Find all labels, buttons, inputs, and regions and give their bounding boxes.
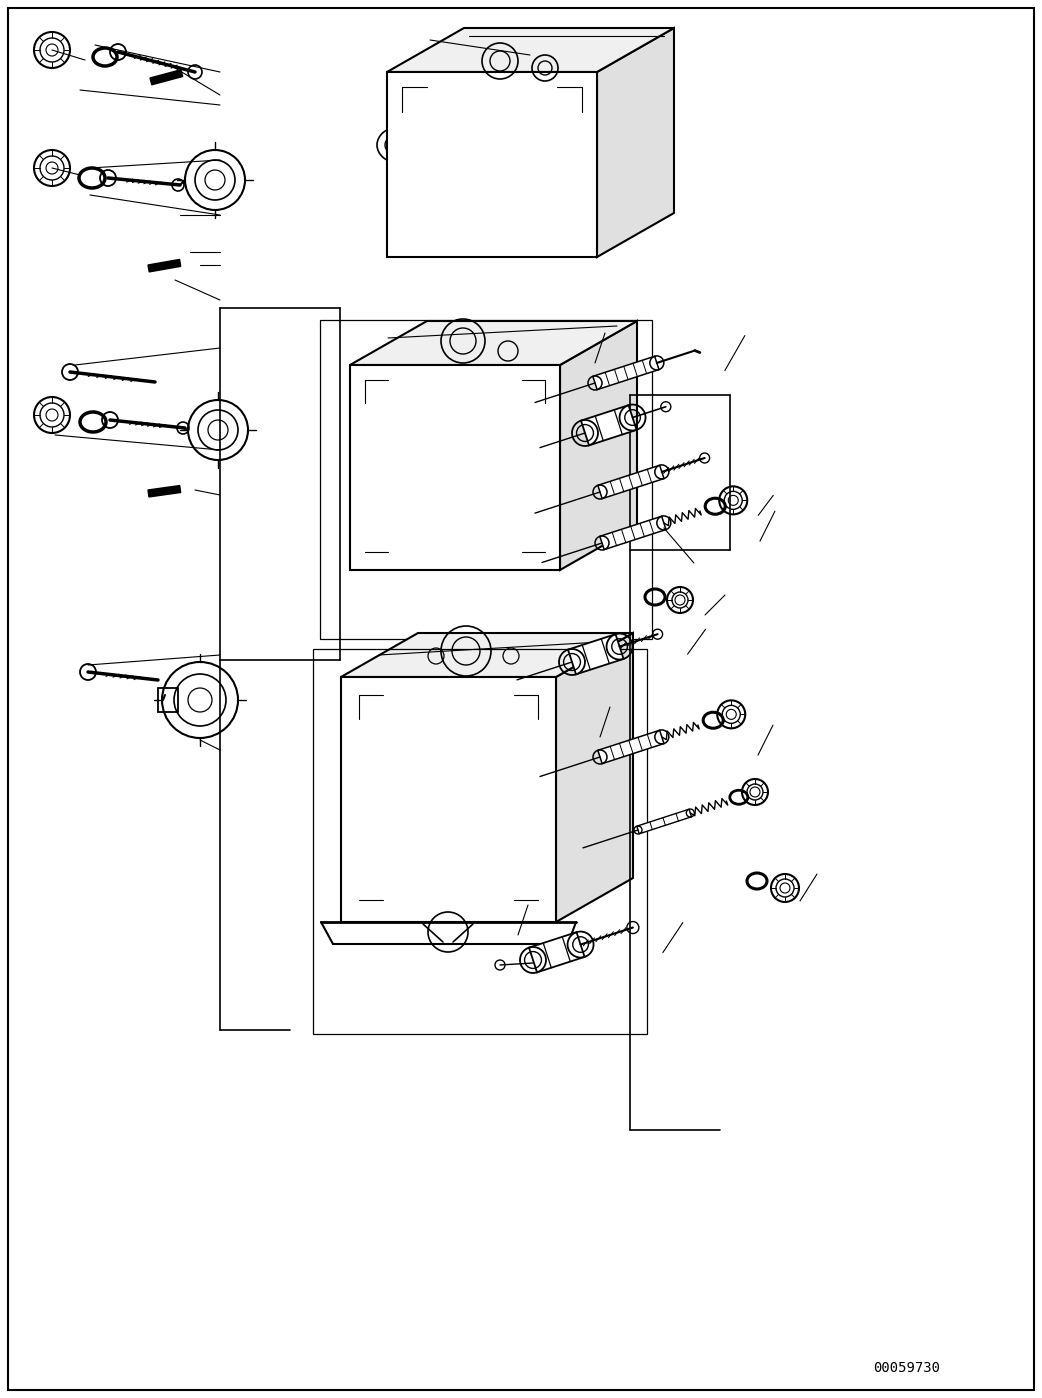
- Polygon shape: [581, 405, 637, 446]
- Bar: [150, 70, 182, 85]
- Polygon shape: [637, 809, 692, 833]
- Polygon shape: [598, 466, 664, 499]
- Polygon shape: [387, 73, 597, 257]
- Polygon shape: [593, 356, 659, 390]
- Polygon shape: [350, 322, 637, 365]
- Polygon shape: [598, 730, 664, 763]
- Polygon shape: [341, 677, 556, 923]
- Polygon shape: [556, 633, 632, 923]
- Polygon shape: [568, 635, 623, 674]
- Bar: [158, 688, 178, 712]
- Polygon shape: [600, 516, 666, 549]
- Polygon shape: [350, 365, 560, 570]
- Polygon shape: [529, 932, 585, 973]
- Polygon shape: [560, 322, 637, 570]
- Bar: [313, 649, 647, 1035]
- Polygon shape: [387, 28, 674, 73]
- Polygon shape: [597, 28, 674, 257]
- Bar: [320, 320, 652, 639]
- Bar: [148, 485, 180, 496]
- Text: 00059730: 00059730: [873, 1362, 940, 1376]
- Polygon shape: [341, 633, 632, 677]
- Bar: [148, 260, 180, 271]
